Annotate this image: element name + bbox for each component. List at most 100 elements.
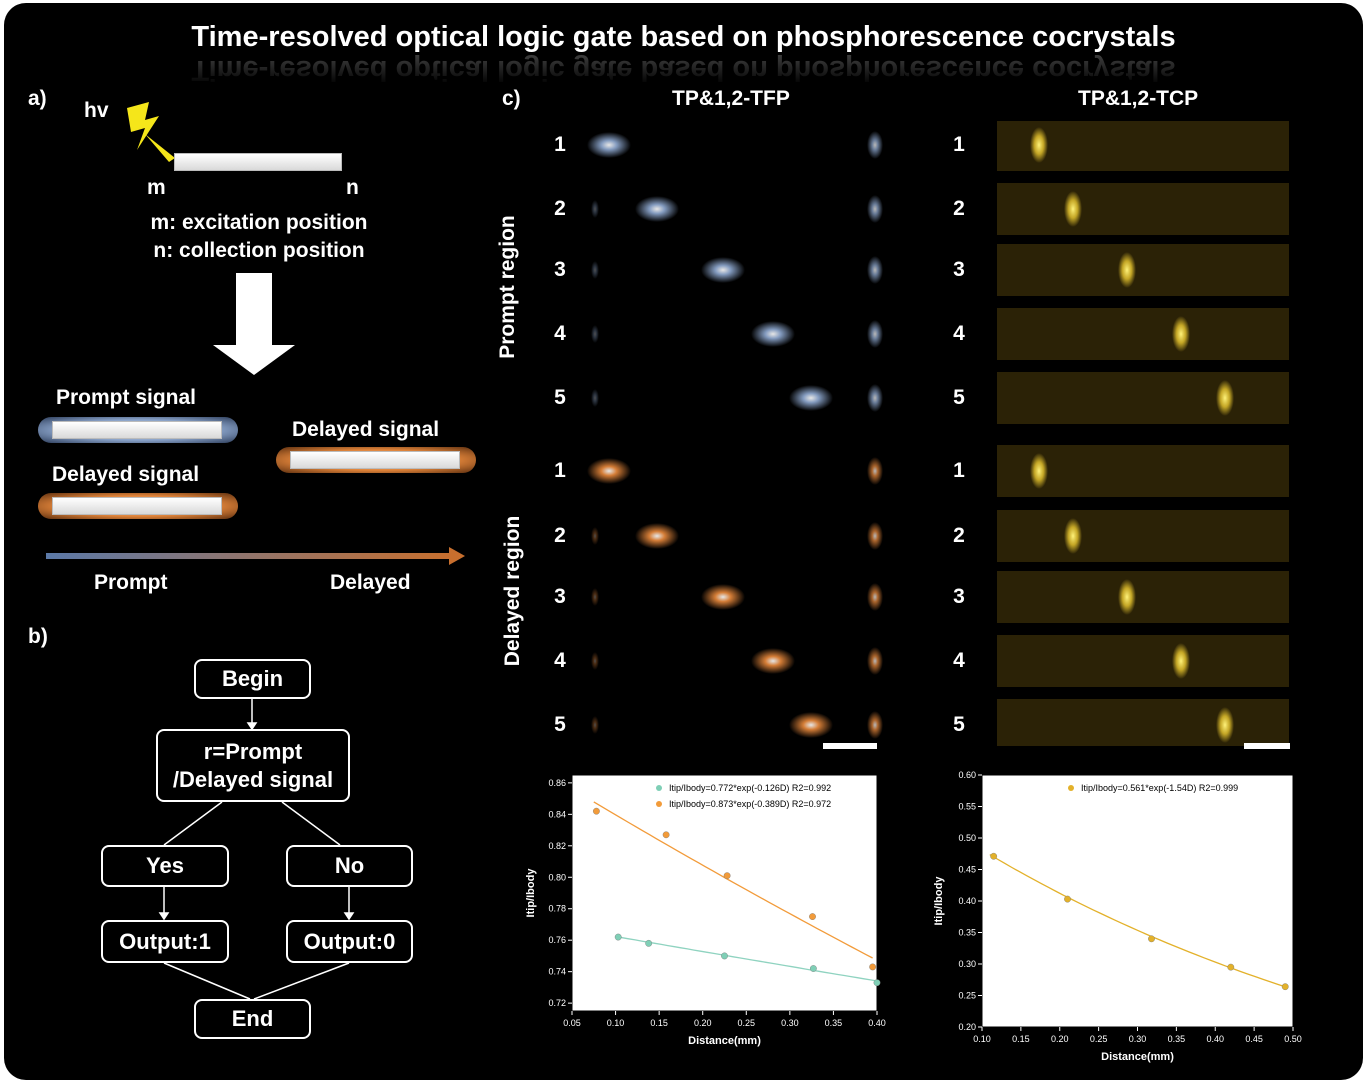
y-tick-label: 0.84 [548,809,566,819]
prompt-signal-label: Prompt signal [56,386,197,409]
legend-marker [1068,785,1074,791]
legend-n-text: n: collection position [153,239,365,262]
y-tick-label: 0.40 [958,896,976,906]
excitation-spot [587,458,631,484]
tip-emission [867,711,883,739]
x-tick-label: 0.15 [1012,1034,1030,1044]
legend-marker [656,785,662,791]
crystal-body [997,635,1289,687]
y-tick-label: 0.25 [958,991,976,1001]
tcp-row-number: 4 [953,322,965,345]
excitation-spot [789,385,833,411]
delayed-bar-left [52,497,222,515]
tfp-micrographs [587,131,883,739]
y-tick-label: 0.45 [958,865,976,875]
x-tick-label: 0.40 [1206,1034,1224,1044]
tcp-row-number: 1 [953,133,965,156]
excitation-spot [1030,127,1048,163]
legend-label: Itip/Ibody=0.873*exp(-0.389D) R2=0.972 [669,799,831,809]
time-axis-arrow [46,547,465,565]
x-tick-label: 0.20 [1051,1034,1069,1044]
tfp-row-number: 2 [554,524,566,547]
plot-area [981,774,1294,1028]
chart-tfp: 0.05 0.10 0.15 0.20 0.25 0.30 0.35 0.40 0.72 0.74… [525,774,886,1047]
x-tick-label: 0.30 [1129,1034,1147,1044]
tfp-title: TP&1,2-TFP [672,87,790,110]
legend-label: Itip/Ibody=0.772*exp(-0.126D) R2=0.992 [669,783,831,793]
tcp-row-number: 5 [953,713,965,736]
flow-begin: Begin [194,659,311,699]
excitation-spot [751,648,795,674]
flow-yes: Yes [101,845,229,887]
tip-emission [867,131,883,159]
data-point [1064,895,1071,903]
x-tick-label: 0.35 [825,1018,843,1028]
x-tick-label: 0.20 [694,1018,712,1028]
excitation-spot [751,321,795,347]
x-tick-label: 0.05 [563,1018,581,1028]
tcp-row-number: 4 [953,649,965,672]
tip-emission [867,256,883,284]
legend-marker [656,801,662,807]
excitation-spot [789,712,833,738]
tail-emission [591,652,599,670]
tail-emission [591,200,599,218]
x-tick-label: 0.10 [607,1018,625,1028]
x-axis-label: Distance(mm) [688,1035,761,1047]
tail-emission [591,588,599,606]
tcp-title: TP&1,2-TCP [1078,87,1199,110]
excitation-spot [1172,316,1190,352]
data-point [873,979,881,987]
y-tick-label: 0.80 [548,872,566,882]
flow-condition-line1: r=Prompt [203,738,303,764]
data-point [1227,963,1235,971]
x-tick-label: 0.45 [1245,1034,1263,1044]
crystal-bar [174,153,342,171]
flow-end: End [194,999,311,1039]
delayed-signal-label-left: Delayed signal [52,463,200,486]
fit-line [593,801,873,959]
delayed-region-label: Delayed region [501,515,524,667]
y-tick-label: 0.55 [958,802,976,812]
down-arrow-icon [213,273,295,375]
excitation-spot [1216,707,1234,743]
y-tick-label: 0.82 [548,841,566,851]
tfp-row-number: 3 [554,258,566,281]
x-tick-label: 0.25 [1090,1034,1108,1044]
x-tick-label: 0.30 [781,1018,799,1028]
tcp-row-number: 2 [953,524,965,547]
tfp-row-number: 4 [554,649,566,672]
excitation-spot [635,196,679,222]
excitation-spot [1172,643,1190,679]
x-tick-label: 0.40 [868,1018,886,1028]
y-axis-label: Itip/Ibody [933,876,945,926]
flow-condition-line2: /Delayed signal [172,766,334,792]
crystal-body [997,571,1289,623]
tip-emission [867,320,883,348]
data-point [1281,983,1289,991]
excitation-spot [701,257,745,283]
tfp-row-number: 5 [554,713,566,736]
excitation-spot [1216,380,1234,416]
plot-area [571,774,878,1012]
tail-emission [591,389,599,407]
y-tick-label: 0.35 [958,928,976,938]
y-tick-label: 0.74 [548,967,566,977]
tip-emission [867,195,883,223]
flow-output-1: Output:1 [101,920,229,963]
fit-line [615,935,878,982]
hv-label: hv [84,99,109,122]
y-tick-label: 0.30 [958,959,976,969]
data-point [869,963,877,971]
y-tick-label: 0.78 [548,904,566,914]
tcp-row-number: 2 [953,197,965,220]
x-tick-label: 0.10 [973,1034,991,1044]
data-point [809,965,817,972]
tfp-row-number: 5 [554,386,566,409]
excitation-spot [1118,252,1136,288]
fit-line [989,854,1286,988]
data-point [662,831,670,839]
x-axis-label: Distance(mm) [1101,1051,1174,1063]
delayed-bar-right [290,451,460,469]
figure-frame: Time-resolved optical logic gate based o… [4,3,1363,1080]
